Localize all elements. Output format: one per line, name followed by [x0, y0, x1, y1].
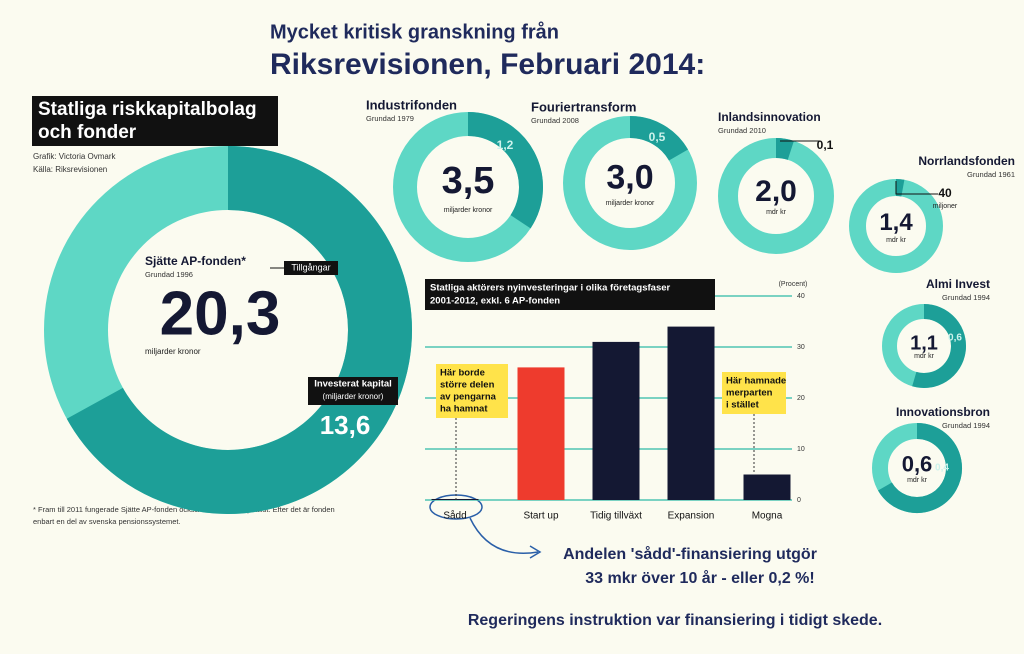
- bar: [431, 498, 479, 500]
- donut-name: Sjätte AP-fonden*: [145, 254, 246, 268]
- y-tick-label: 0: [797, 497, 801, 504]
- donut-invested-label: 0,1: [817, 138, 834, 152]
- donut-founded: Grundad 1996: [145, 270, 193, 279]
- donut-invested-label: 0,4: [935, 463, 949, 474]
- donut-unit: mdr kr: [914, 353, 935, 360]
- annotation-text: Här borde: [440, 368, 485, 379]
- annotation-text: ha hamnat: [440, 404, 488, 415]
- donut-invested-label: 0,6: [948, 333, 962, 344]
- donut-invested: [66, 146, 412, 514]
- donut-invested-unit: miljoner: [933, 203, 958, 210]
- donut-invested: [467, 112, 543, 229]
- donut-name: Inlandsinnovation: [718, 110, 821, 124]
- donut-founded: Grundad 1994: [942, 293, 990, 302]
- donut-name: Innovationsbron: [896, 405, 990, 419]
- annotation-text: av pengarna: [440, 392, 497, 403]
- chart-title-box: [425, 279, 715, 310]
- footnote: * Fram till 2011 fungerade Sjätte AP-fon…: [33, 505, 335, 514]
- donut-invested: [629, 116, 689, 161]
- donut-unit: miljarder kronor: [606, 200, 655, 207]
- header-line2: Riksrevisionen, Februari 2014:: [270, 48, 705, 81]
- annotation-text: i stället: [726, 400, 760, 411]
- donut-total-label: 1,4: [879, 209, 913, 236]
- donut-invested-caption: Investerat kapital: [314, 379, 392, 390]
- donut-name: Norrlandsfonden: [918, 154, 1015, 168]
- header-line1: Mycket kritisk granskning från: [270, 20, 559, 43]
- donut-founded: Grundad 2010: [718, 126, 766, 135]
- donut-founded: Grundad 1979: [366, 114, 414, 123]
- donut-total-label: 20,3: [160, 279, 281, 348]
- graphic-title: och fonder: [38, 122, 137, 143]
- graphic-title: Statliga riskkapitalbolag: [38, 99, 257, 120]
- donut-unit: mdr kr: [766, 209, 787, 216]
- donut-unit: miljarder kronor: [145, 347, 201, 356]
- donut-invested-caption: (miljarder kronor): [323, 392, 384, 401]
- x-tick-label: Expansion: [668, 511, 715, 522]
- bar-title: Statliga aktörers nyinvesteringar i olik…: [430, 283, 671, 294]
- caption-box: [284, 261, 338, 275]
- donut-total-label: 2,0: [755, 175, 797, 208]
- donut-total-label: 0,6: [902, 452, 933, 477]
- leader-line: [895, 181, 938, 195]
- donut-invested-label: 13,6: [320, 410, 371, 440]
- instruction-note: Regeringens instruktion var finansiering…: [468, 612, 882, 629]
- donut-total-caption: Tillgångar: [291, 262, 330, 272]
- annotation-box: [722, 372, 786, 414]
- donut-invested: [775, 138, 794, 160]
- bar: [592, 341, 640, 500]
- donut-invested-label: 0,5: [649, 130, 666, 144]
- seed-note: Andelen 'sådd'-finansiering utgör: [563, 545, 817, 563]
- footnote: enbart en del av svenska pensionssysteme…: [33, 517, 181, 526]
- donut-name: Industrifonden: [366, 97, 457, 112]
- bar: [517, 367, 565, 500]
- x-tick-label: Sådd: [443, 510, 466, 522]
- donut-unit: miljarder kronor: [444, 207, 493, 214]
- bar: [667, 326, 715, 500]
- y-axis-label: (Procent): [779, 281, 808, 288]
- bar-title: 2001-2012, exkl. 6 AP-fonden: [430, 296, 560, 307]
- x-tick-label: Start up: [523, 511, 558, 522]
- donut-invested: [912, 304, 966, 388]
- seed-note: 33 mkr över 10 år - eller 0,2 %!: [585, 569, 814, 587]
- y-tick-label: 40: [797, 293, 805, 300]
- donut-founded: Grundad 1994: [942, 421, 990, 430]
- annotation-box: [436, 364, 508, 418]
- donut-invested: [895, 179, 905, 197]
- y-tick-label: 20: [797, 395, 805, 402]
- seed-arrow: [469, 517, 539, 554]
- donut-invested-label: 1,2: [497, 138, 514, 152]
- donut-invested-label: 40: [938, 186, 952, 200]
- donut-name: Fouriertransform: [531, 99, 636, 114]
- donut-invested: [878, 423, 962, 513]
- x-tick-label: Mogna: [752, 511, 783, 522]
- annotation-text: Här hamnade: [726, 376, 786, 387]
- x-tick-label: Tidig tillväxt: [590, 511, 642, 522]
- donut-name: Almi Invest: [926, 277, 990, 291]
- donut-unit: mdr kr: [907, 477, 928, 484]
- caption-box: [308, 377, 398, 405]
- bar: [743, 474, 791, 500]
- source: Källa: Riksrevisionen: [33, 165, 107, 174]
- y-tick-label: 30: [797, 344, 805, 351]
- donut-total-label: 3,0: [606, 159, 653, 197]
- credit: Grafik: Victoria Ovmark: [33, 152, 117, 161]
- y-tick-label: 10: [797, 446, 805, 453]
- donut-founded: Grundad 2008: [531, 116, 579, 125]
- donut-total-label: 1,1: [910, 332, 938, 354]
- annotation-text: merparten: [726, 388, 773, 399]
- seed-arrowhead: [529, 545, 542, 559]
- annotation-text: större delen: [440, 380, 495, 391]
- donut-unit: mdr kr: [886, 237, 907, 244]
- title-box: [32, 96, 278, 146]
- donut-total-label: 3,5: [442, 160, 495, 202]
- donut-founded: Grundad 1961: [967, 170, 1015, 179]
